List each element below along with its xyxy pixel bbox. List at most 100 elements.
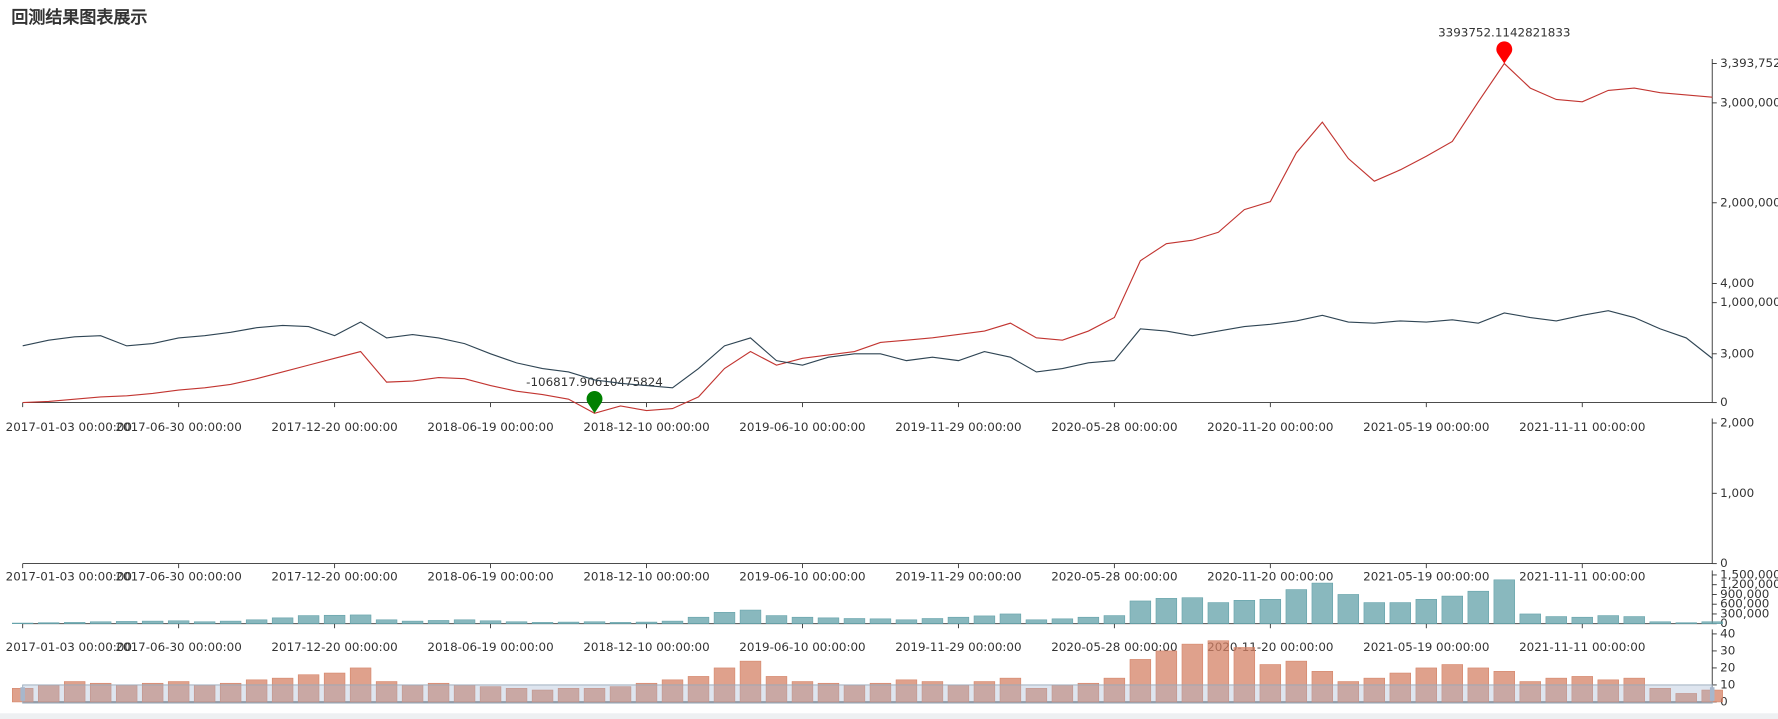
- data-zoom-slider: [20, 684, 1715, 704]
- bar: [1311, 671, 1334, 703]
- x-tick-label: 2019-06-10 00:00:00: [739, 570, 865, 584]
- x-tick-label: 2019-11-29 00:00:00: [895, 570, 1021, 584]
- bar: [11, 622, 34, 624]
- x-tick-label: 2017-01-03 00:00:00: [6, 420, 132, 434]
- slider-handle[interactable]: [1709, 687, 1715, 701]
- bar: [1259, 664, 1282, 703]
- bar: [1181, 643, 1204, 703]
- bar: [1233, 647, 1256, 703]
- y-tick-label: 10: [1720, 677, 1735, 691]
- x-tick-label: 2021-11-11 00:00:00: [1519, 640, 1645, 654]
- bar: [973, 681, 996, 703]
- bar: [1155, 598, 1178, 624]
- bar: [167, 620, 190, 624]
- y-tick-label: 300,000: [1720, 606, 1769, 620]
- bar: [1259, 599, 1282, 624]
- slider-window[interactable]: [22, 684, 1713, 704]
- x-tick-label: 2017-06-30 00:00:00: [115, 640, 241, 654]
- bar: [1207, 640, 1230, 703]
- bar: [89, 621, 112, 624]
- y-tick-label: 600,000: [1720, 597, 1769, 611]
- bar: [453, 619, 476, 624]
- x-tick-label: 2017-12-20 00:00:00: [271, 570, 397, 584]
- bar: [1545, 677, 1567, 703]
- bar: [1233, 600, 1256, 624]
- bar: [1337, 681, 1360, 703]
- bar: [1389, 602, 1411, 624]
- bar: [1597, 615, 1619, 624]
- bar: [1025, 688, 1048, 703]
- x-tick-label: 2018-12-10 00:00:00: [583, 420, 709, 434]
- bar: [531, 689, 554, 703]
- bar: [1649, 688, 1671, 703]
- x-tick-label: 2021-05-19 00:00:00: [1363, 640, 1489, 654]
- bar: [609, 622, 632, 624]
- y-tick-label: 0: [1720, 616, 1728, 630]
- bar: [297, 674, 320, 703]
- bar: [427, 620, 450, 624]
- bar: [37, 622, 60, 624]
- y-tick-label: 0: [1720, 556, 1728, 570]
- chart-title: 回测结果图表展示: [11, 7, 147, 28]
- y-tick-label: 1,000: [1720, 486, 1754, 500]
- bar: [739, 660, 762, 703]
- bar: [63, 622, 86, 624]
- bar: [869, 618, 892, 624]
- bar: [141, 682, 164, 703]
- line: [22, 62, 1713, 414]
- y-tick-label: 20: [1720, 660, 1735, 674]
- bar: [1285, 589, 1308, 624]
- bar: [505, 621, 528, 624]
- bar: [297, 615, 320, 624]
- bar: [921, 681, 944, 703]
- y-tick-label: 3,393,752.114: [1720, 56, 1778, 70]
- bar: [765, 615, 788, 624]
- bar: [479, 686, 502, 703]
- bar: [115, 621, 138, 624]
- bar: [167, 681, 190, 703]
- bar: [1129, 659, 1152, 703]
- bar: [1077, 682, 1100, 703]
- bar: [323, 614, 346, 624]
- bar: [1571, 676, 1593, 703]
- bar: [1441, 664, 1463, 703]
- x-tick-label: 2019-06-10 00:00:00: [739, 640, 865, 654]
- bar: [999, 613, 1022, 624]
- x-tick-label: 2017-12-20 00:00:00: [271, 420, 397, 434]
- bar: [1207, 602, 1230, 624]
- bar: [349, 614, 372, 624]
- x-tick-label: 2018-06-19 00:00:00: [427, 570, 553, 584]
- bar: [219, 682, 242, 703]
- x-tick-label: 2018-06-19 00:00:00: [427, 640, 553, 654]
- mark-point: [1496, 41, 1513, 64]
- bar: [895, 619, 918, 624]
- bar: [479, 620, 502, 624]
- line: [22, 310, 1713, 389]
- x-tick-label: 2019-11-29 00:00:00: [895, 420, 1021, 434]
- x-tick-label: 2021-05-19 00:00:00: [1363, 420, 1489, 434]
- bar: [1155, 650, 1178, 703]
- bar: [89, 682, 112, 703]
- x-tick-label: 2021-11-11 00:00:00: [1519, 570, 1645, 584]
- bar: [1493, 671, 1515, 703]
- bar: [505, 688, 528, 703]
- y-tick-label: 0: [1720, 395, 1728, 409]
- bar: [557, 621, 580, 624]
- mark-point-label: -106817.90610475824: [526, 375, 663, 389]
- bar: [245, 619, 268, 624]
- x-tick-label: 2017-06-30 00:00:00: [115, 420, 241, 434]
- bar: [1623, 677, 1645, 703]
- bar: [323, 672, 346, 703]
- x-tick-label: 2021-11-11 00:00:00: [1519, 420, 1645, 434]
- bar: [791, 681, 814, 703]
- y-tick-label: 2,000: [1720, 416, 1754, 430]
- slider-handle[interactable]: [20, 687, 25, 701]
- bar: [609, 686, 632, 703]
- y-tick-label: 40: [1720, 626, 1735, 640]
- bar: [557, 688, 580, 703]
- bar: [193, 621, 216, 624]
- x-tick-label: 2019-06-10 00:00:00: [739, 420, 865, 434]
- mark-point: [586, 391, 603, 414]
- y-tick-label: 0: [1720, 694, 1728, 708]
